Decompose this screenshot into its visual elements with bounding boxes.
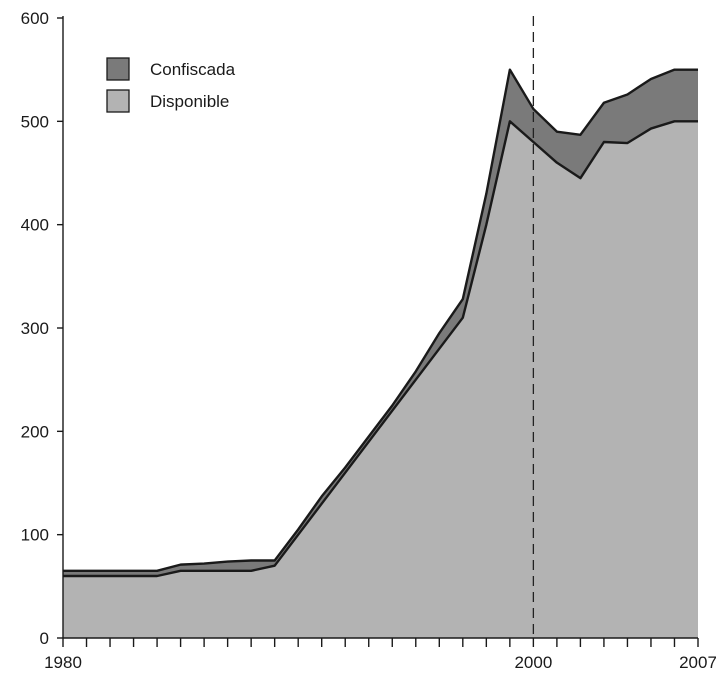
- y-tick-label: 400: [21, 216, 49, 235]
- y-tick-label: 300: [21, 319, 49, 338]
- legend: Confiscada Disponible: [106, 57, 236, 113]
- y-tick-label: 0: [40, 629, 49, 648]
- x-tick-label: 2000: [514, 653, 552, 672]
- y-tick-label: 500: [21, 112, 49, 131]
- x-tick-label: 2007: [679, 653, 716, 672]
- y-tick-label: 200: [21, 422, 49, 441]
- legend-swatch-disponible: [106, 89, 130, 113]
- legend-label-confiscada: Confiscada: [150, 60, 236, 79]
- axes: 0 100 200 300 400 500 600 1980 2000 2007: [21, 9, 716, 672]
- series-outline-layer: [63, 68, 698, 578]
- legend-label-disponible: Disponible: [150, 92, 229, 111]
- line-confiscada: [63, 68, 698, 573]
- line-disponible: [63, 120, 698, 578]
- y-tick-label: 100: [21, 526, 49, 545]
- area-disponible: [63, 121, 698, 638]
- y-tick-label: 600: [21, 9, 49, 28]
- area-layer: [63, 69, 698, 638]
- x-tick-label: 1980: [44, 653, 82, 672]
- area-confiscada: [63, 69, 698, 577]
- legend-swatch-confiscada: [106, 57, 130, 81]
